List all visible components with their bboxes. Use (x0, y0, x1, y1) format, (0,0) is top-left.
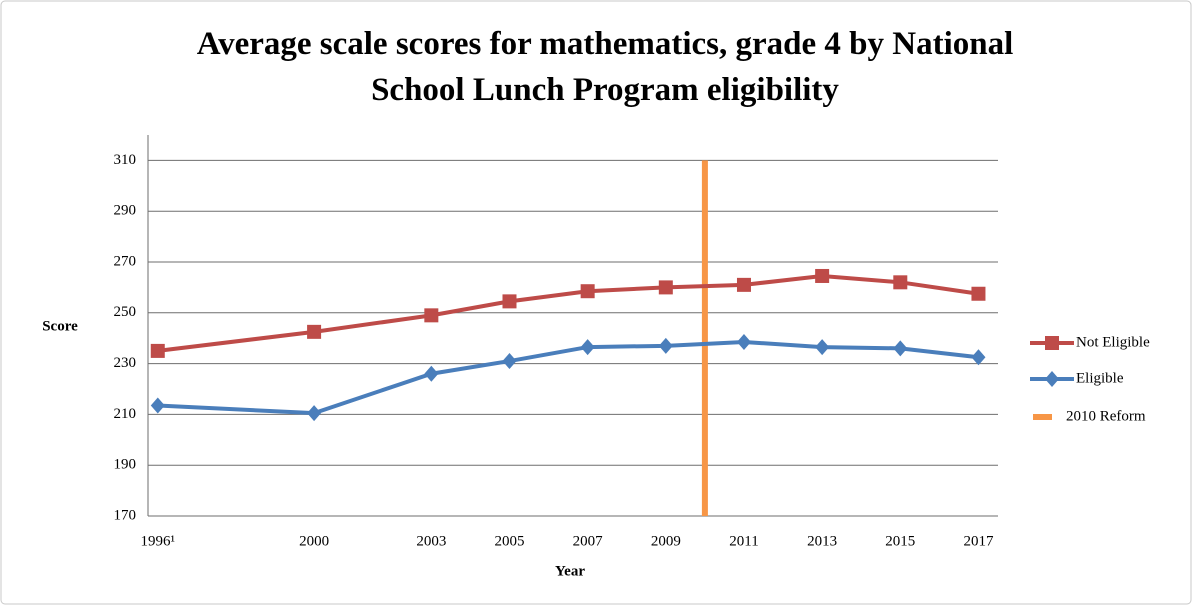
y-tick-label: 170 (114, 507, 137, 523)
y-axis-label: Score (42, 318, 78, 334)
x-tick-label: 2017 (963, 533, 994, 549)
title-line: Average scale scores for mathematics, gr… (197, 26, 1014, 62)
marker (658, 280, 673, 295)
marker (893, 340, 908, 357)
x-axis-label: Year (555, 563, 585, 579)
legend-label: Not Eligible (1076, 334, 1150, 350)
series-line (157, 273, 979, 353)
x-tick-label: 2015 (885, 533, 915, 549)
marker (580, 284, 595, 299)
marker (658, 337, 673, 354)
x-tick-label: 2009 (651, 533, 681, 549)
legend-label: Eligible (1076, 370, 1124, 386)
y-tick-label: 210 (114, 406, 137, 422)
title-line: School Lunch Program eligibility (371, 72, 839, 108)
marker (307, 405, 322, 422)
marker (971, 349, 986, 366)
marker (424, 365, 439, 382)
x-tick-label: 1996¹ (141, 533, 176, 549)
x-tick-label: 2007 (573, 533, 604, 549)
marker (424, 308, 439, 323)
y-tick-label: 230 (114, 355, 137, 371)
series-line (157, 340, 979, 416)
marker (307, 324, 322, 339)
x-tick-label: 2003 (416, 533, 446, 549)
y-tick-label: 250 (114, 304, 137, 320)
marker (150, 397, 165, 414)
marker (736, 277, 751, 292)
x-tick-label: 2011 (729, 533, 758, 549)
marker (502, 294, 517, 309)
x-tick-label: 2013 (807, 533, 837, 549)
y-tick-label: 290 (114, 203, 137, 219)
marker (150, 343, 165, 358)
y-tick-label: 270 (114, 253, 137, 269)
marker (736, 334, 751, 351)
y-tick-label: 190 (114, 457, 137, 473)
marker (893, 275, 908, 290)
marker (815, 268, 830, 283)
marker (580, 339, 595, 356)
legend-marker (1045, 336, 1059, 350)
legend-label: 2010 Reform (1066, 408, 1146, 424)
marker (815, 339, 830, 356)
marker (502, 353, 517, 370)
legend-marker (1045, 371, 1059, 387)
chart-title: Average scale scores for mathematics, gr… (197, 26, 1014, 108)
marker (971, 286, 986, 301)
x-tick-label: 2005 (494, 533, 524, 549)
x-tick-label: 2000 (299, 533, 329, 549)
y-tick-label: 310 (114, 152, 137, 168)
